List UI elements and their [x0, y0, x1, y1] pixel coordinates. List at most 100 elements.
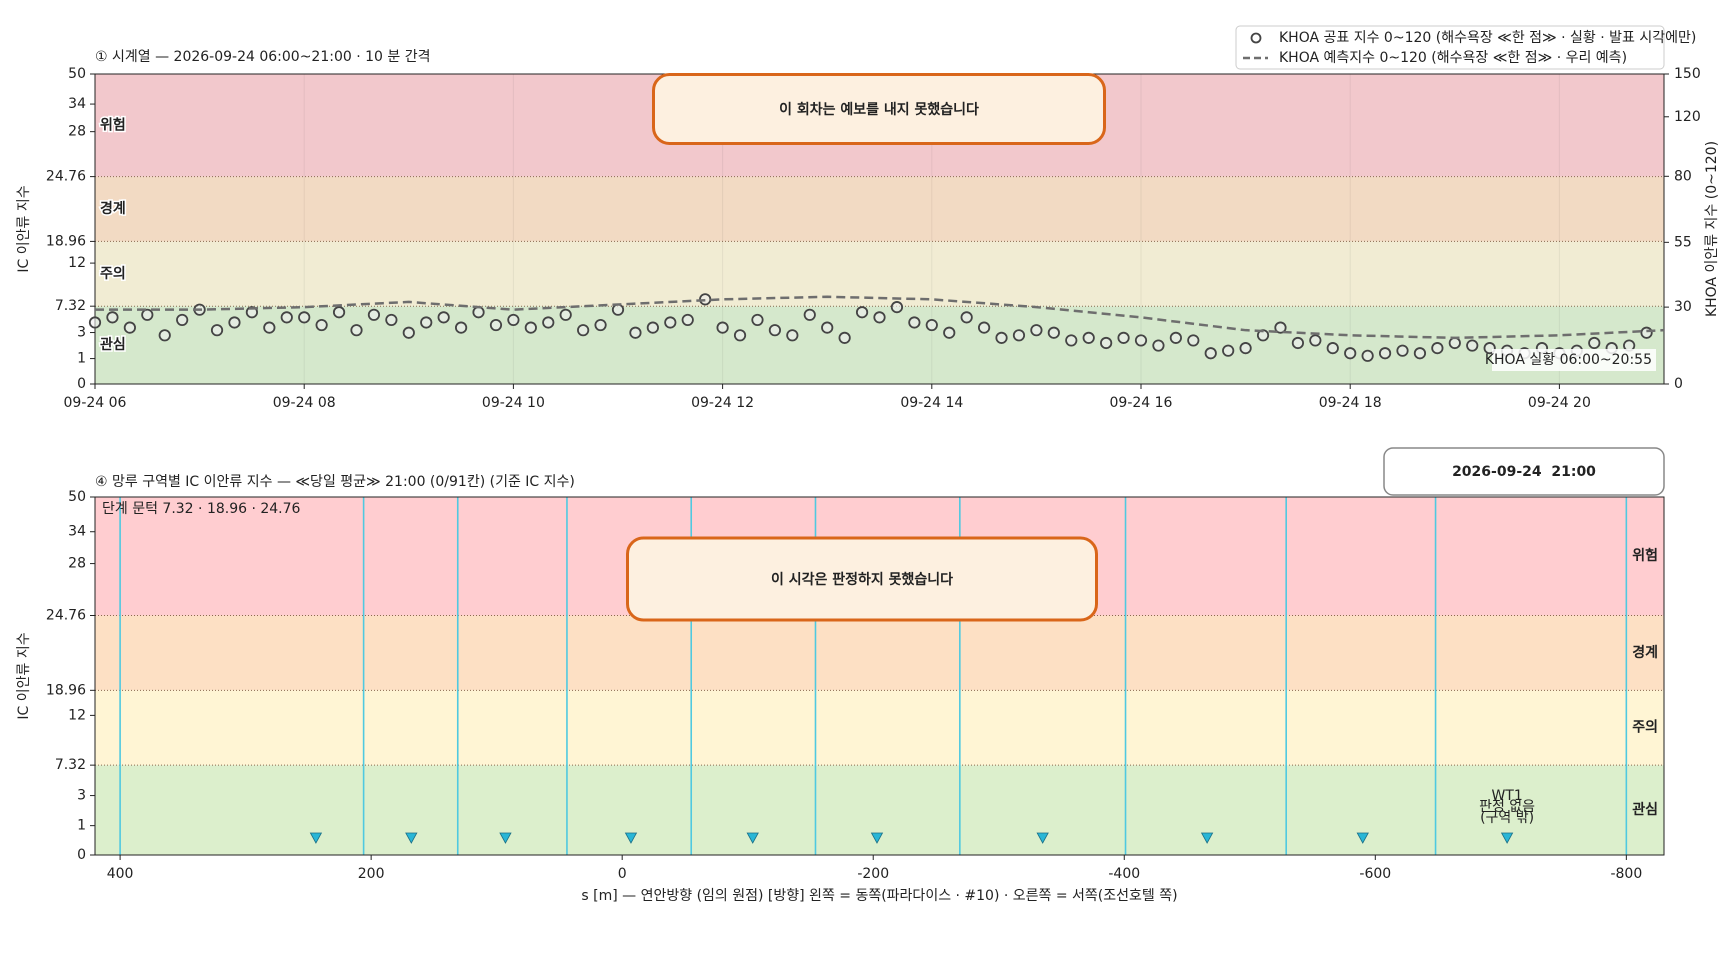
x-axis-label: s [m] — 연안방향 (임의 원점) [방향] 왼쪽 = 동쪽(파라다이스 … — [581, 888, 1177, 904]
x-tick-label: 09-24 18 — [1319, 395, 1382, 411]
band-label: 위험 — [1632, 547, 1658, 564]
data-point — [141, 308, 154, 321]
annotation-box — [1492, 349, 1656, 371]
data-point — [995, 331, 1008, 344]
chart-title: ① 시계열 — 2026-09-24 06:00~21:00 · 10 분 간격 — [95, 49, 430, 65]
data-point — [1239, 342, 1252, 355]
data-point — [1222, 344, 1235, 357]
data-point — [367, 308, 381, 321]
y-tick-label: 50 — [68, 489, 86, 505]
legend-label: KHOA 공표 지수 0~120 (해수욕장 ≪한 점≫ · 실황 · 발표 시… — [1279, 30, 1696, 46]
y-tick-label: 12 — [68, 255, 86, 271]
y2-tick-label: 80 — [1674, 168, 1692, 184]
data-point — [1187, 334, 1200, 347]
data-point — [803, 308, 816, 321]
x-tick-label: 200 — [358, 866, 385, 882]
tower-marker — [1356, 832, 1369, 844]
tower-marker — [1200, 832, 1214, 844]
x-tick-label: 400 — [107, 866, 134, 882]
tower-marker — [870, 832, 884, 844]
y-axis-label: IC 이안류 지수 — [16, 632, 32, 719]
data-point — [402, 326, 415, 339]
band — [95, 176, 1664, 242]
band — [95, 615, 1664, 691]
y-tick-label: 0 — [77, 847, 86, 863]
legend-box — [1235, 25, 1665, 70]
legend-label: KHOA 예측지수 0~120 (해수욕장 ≪한 점≫ · 우리 예측) — [1279, 50, 1627, 66]
data-point — [611, 303, 625, 316]
data-point — [298, 311, 311, 324]
data-point — [542, 316, 555, 329]
band-label: 위험 — [100, 116, 126, 133]
data-point — [263, 321, 276, 334]
data-point — [123, 321, 136, 334]
data-point — [1100, 336, 1113, 350]
tower-marker — [499, 832, 512, 844]
band — [95, 765, 1664, 855]
message-box — [626, 536, 1098, 622]
tower-marker — [405, 832, 418, 844]
data-point — [1030, 324, 1043, 337]
data-point — [977, 321, 991, 334]
data-point — [751, 313, 764, 327]
chart-title: ④ 망루 구역별 IC 이안류 지수 — ≪당일 평균≫ 21:00 (0/91… — [95, 474, 575, 490]
message: 이 회차는 예보를 내지 못했습니다 — [779, 101, 979, 118]
data-point — [1344, 347, 1357, 360]
y-tick-label: 3 — [77, 325, 86, 341]
y-tick-label: 50 — [68, 66, 86, 82]
data-point — [1326, 342, 1339, 355]
timestamp-box — [1383, 447, 1665, 496]
data-point — [821, 321, 834, 334]
data-point — [106, 311, 119, 324]
data-point — [1012, 329, 1026, 342]
tower-marker — [624, 832, 638, 844]
x-tick-label: -400 — [1108, 866, 1140, 882]
data-point — [925, 318, 938, 332]
y2-axis-label: KHOA 이안류 지수 (0~120) — [1704, 141, 1720, 317]
data-point — [943, 326, 956, 339]
tower-note: 판정 없음 — [1479, 799, 1535, 815]
data-point — [1082, 331, 1095, 344]
data-point — [1588, 336, 1601, 350]
data-point — [1466, 339, 1479, 352]
data-point — [1431, 342, 1444, 355]
x-tick-label: 0 — [618, 866, 627, 882]
data-point — [88, 316, 102, 329]
tower-note: WT1 — [1491, 788, 1522, 804]
timestamp: 2026-09-24 21:00 — [1452, 464, 1596, 480]
y-tick-label: 24.76 — [46, 169, 86, 185]
data-point — [280, 311, 293, 324]
data-point — [681, 313, 694, 327]
band — [95, 690, 1664, 766]
x-tick-label: 09-24 10 — [482, 395, 545, 411]
data-point — [855, 306, 869, 319]
y2-tick-label: 120 — [1674, 109, 1701, 125]
data-point — [1152, 339, 1165, 352]
data-point — [454, 321, 468, 334]
band-label: 관심 — [1632, 801, 1658, 818]
data-point — [1047, 326, 1060, 339]
band-label: 관심 — [100, 336, 126, 353]
x-tick-label: 09-24 20 — [1528, 395, 1591, 411]
data-point — [1169, 331, 1182, 344]
y-tick-label: 18.96 — [46, 682, 86, 698]
data-point — [577, 324, 590, 337]
y-tick-label: 34 — [68, 524, 86, 540]
data-point — [332, 306, 346, 319]
data-point — [908, 316, 921, 329]
data-point — [733, 329, 747, 342]
y2-tick-label: 0 — [1674, 376, 1683, 392]
message-box — [652, 73, 1106, 145]
annotation: KHOA 실황 06:00~20:55 — [1485, 352, 1652, 368]
data-point — [524, 321, 537, 334]
y-tick-label: 7.32 — [55, 757, 86, 773]
y2-tick-label: 30 — [1674, 299, 1692, 315]
data-point — [350, 324, 363, 337]
data-point — [786, 329, 799, 342]
data-point — [385, 313, 398, 327]
y-tick-label: 28 — [68, 556, 86, 572]
forecast-line — [95, 295, 1665, 340]
data-point — [1396, 344, 1409, 357]
y-axis-label: IC 이안류 지수 — [16, 185, 32, 272]
